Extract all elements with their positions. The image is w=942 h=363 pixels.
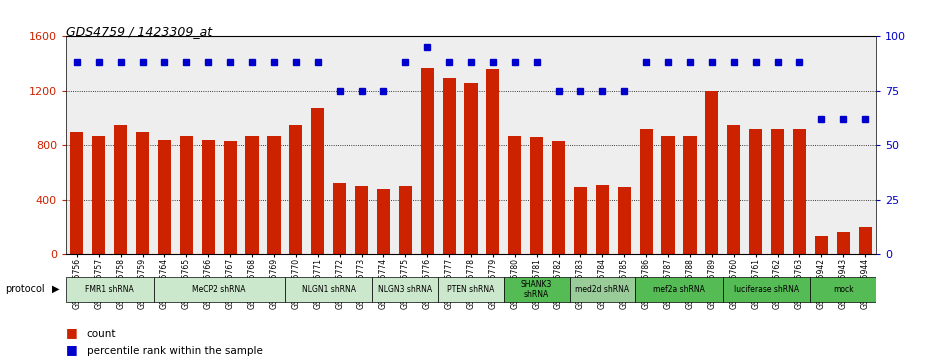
Bar xyxy=(398,186,412,254)
Bar xyxy=(311,109,324,254)
Text: MeCP2 shRNA: MeCP2 shRNA xyxy=(192,285,246,294)
Bar xyxy=(858,227,871,254)
Bar xyxy=(618,187,631,254)
Text: FMR1 shRNA: FMR1 shRNA xyxy=(86,285,134,294)
Bar xyxy=(640,129,653,254)
Text: mef2a shRNA: mef2a shRNA xyxy=(653,285,705,294)
Bar xyxy=(595,185,609,254)
FancyBboxPatch shape xyxy=(504,277,570,302)
Bar xyxy=(464,82,478,254)
FancyBboxPatch shape xyxy=(154,277,284,302)
Bar xyxy=(246,136,259,254)
Text: percentile rank within the sample: percentile rank within the sample xyxy=(87,346,263,356)
Bar xyxy=(509,136,521,254)
FancyBboxPatch shape xyxy=(284,277,372,302)
Bar xyxy=(530,137,544,254)
Bar xyxy=(355,186,368,254)
Bar xyxy=(443,78,456,254)
Text: NLGN3 shRNA: NLGN3 shRNA xyxy=(379,285,432,294)
Text: protocol: protocol xyxy=(5,284,44,294)
Bar xyxy=(289,125,302,254)
Bar xyxy=(136,131,149,254)
Bar xyxy=(486,69,499,254)
Bar xyxy=(333,183,347,254)
FancyBboxPatch shape xyxy=(810,277,876,302)
Bar xyxy=(180,136,193,254)
Bar xyxy=(552,141,565,254)
Bar xyxy=(223,141,236,254)
FancyBboxPatch shape xyxy=(372,277,438,302)
Bar xyxy=(683,136,696,254)
FancyBboxPatch shape xyxy=(570,277,635,302)
Bar xyxy=(836,232,850,254)
Bar xyxy=(268,136,281,254)
Text: luciferase shRNA: luciferase shRNA xyxy=(734,285,799,294)
Bar xyxy=(815,236,828,254)
FancyBboxPatch shape xyxy=(723,277,810,302)
Bar xyxy=(727,125,740,254)
Bar xyxy=(706,91,719,254)
Bar xyxy=(92,136,106,254)
Text: mock: mock xyxy=(833,285,853,294)
Text: GDS4759 / 1423309_at: GDS4759 / 1423309_at xyxy=(66,25,212,38)
Bar xyxy=(421,68,433,254)
Bar xyxy=(114,125,127,254)
FancyBboxPatch shape xyxy=(438,277,504,302)
Bar xyxy=(71,131,84,254)
Text: ■: ■ xyxy=(66,343,77,356)
Text: SHANK3
shRNA: SHANK3 shRNA xyxy=(521,280,552,299)
Bar xyxy=(793,129,806,254)
Text: med2d shRNA: med2d shRNA xyxy=(576,285,629,294)
FancyBboxPatch shape xyxy=(66,277,154,302)
Bar xyxy=(661,136,674,254)
Bar xyxy=(749,129,762,254)
Bar xyxy=(377,189,390,254)
Text: ▶: ▶ xyxy=(52,284,59,294)
Text: count: count xyxy=(87,329,116,339)
Bar xyxy=(158,140,171,254)
Text: PTEN shRNA: PTEN shRNA xyxy=(447,285,495,294)
Text: NLGN1 shRNA: NLGN1 shRNA xyxy=(301,285,356,294)
Bar xyxy=(202,140,215,254)
FancyBboxPatch shape xyxy=(635,277,723,302)
Bar xyxy=(771,129,784,254)
Bar xyxy=(574,187,587,254)
Text: ■: ■ xyxy=(66,326,77,339)
